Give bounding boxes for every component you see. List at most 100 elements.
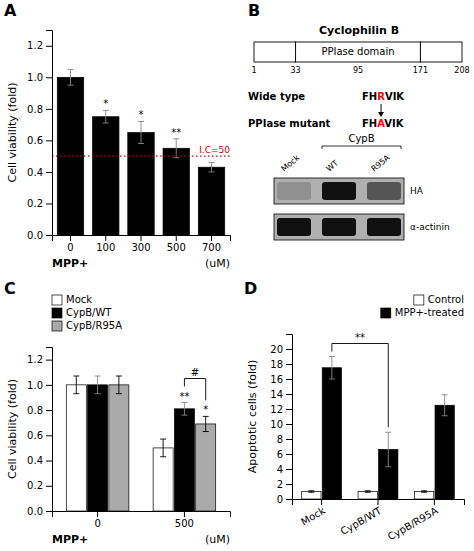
blot-band xyxy=(322,218,356,236)
bracket xyxy=(322,146,401,149)
tick: 10 xyxy=(270,419,292,430)
tick-label: 0.4 xyxy=(27,455,43,466)
tick-label: 0 xyxy=(94,518,100,529)
diagram-title: Cyclophilin B xyxy=(319,24,399,37)
tick-mark xyxy=(286,394,292,395)
tick-label: 0.2 xyxy=(27,480,43,491)
tick-label: 10 xyxy=(270,419,283,430)
tick: 500 xyxy=(175,511,194,529)
tick: 0 xyxy=(277,494,292,505)
tick: 12 xyxy=(270,404,292,415)
sequence: FHRVIK xyxy=(362,91,405,102)
error-bar xyxy=(138,121,144,143)
tick: 14 xyxy=(270,389,292,400)
bar xyxy=(66,385,86,511)
legend-swatch xyxy=(52,321,62,331)
bar-panel: 02468101214161820MockCypB/WTCypB/R95A** xyxy=(270,332,464,543)
y-label: Cell viability (fold) xyxy=(6,82,19,182)
blot-band xyxy=(277,218,311,236)
tick: 20 xyxy=(270,344,292,355)
tick-label: 2 xyxy=(277,479,283,490)
position-label: 95 xyxy=(353,66,363,75)
tick-mark xyxy=(46,486,52,487)
tick: 100 xyxy=(96,235,115,253)
error-bar xyxy=(329,357,335,380)
tick-label: 500 xyxy=(167,242,186,253)
tick-label: 300 xyxy=(131,242,150,253)
row-label: Wide type xyxy=(248,91,305,102)
error-bar xyxy=(308,491,314,493)
error-bar xyxy=(73,376,79,394)
legend-item: CypB/WT xyxy=(52,307,112,318)
tick-mark xyxy=(286,469,292,470)
blot-band xyxy=(367,218,401,236)
reference-line xyxy=(52,156,230,157)
tick-mark xyxy=(70,235,71,241)
tick-mark xyxy=(46,410,52,411)
x-axis: 0 500 xyxy=(53,511,231,529)
tick: 8 xyxy=(277,434,292,445)
tick-label: 500 xyxy=(175,518,194,529)
tick-mark xyxy=(286,379,292,380)
tick-mark xyxy=(46,77,52,78)
bar xyxy=(153,448,173,511)
tick-mark xyxy=(286,364,292,365)
tick: 1.2 xyxy=(27,354,52,365)
significance-label: ** xyxy=(179,391,189,402)
axis-line xyxy=(53,512,231,518)
error-bar xyxy=(203,416,209,431)
tick-mark xyxy=(105,235,106,241)
tick: 0 xyxy=(67,235,73,253)
tick: 0.6 xyxy=(27,135,52,146)
tick-label: 6 xyxy=(277,449,283,460)
tick-label: 16 xyxy=(270,374,283,385)
bar xyxy=(414,492,433,500)
significance-label: ** xyxy=(355,332,365,343)
tick: 1.0 xyxy=(27,72,52,83)
tick: 16 xyxy=(270,374,292,385)
reference-label: I.C=50 xyxy=(199,145,230,155)
bar xyxy=(435,405,454,499)
legend-swatch xyxy=(414,295,424,305)
y-axis: 0.00.20.40.60.81.01.2 xyxy=(27,348,52,517)
lane-label: WT xyxy=(325,158,341,173)
position-label: 171 xyxy=(413,66,428,75)
x-label: (uM) xyxy=(205,533,230,546)
bar xyxy=(88,385,108,511)
error-bar xyxy=(95,376,101,394)
tick-mark xyxy=(286,424,292,425)
significance-label: # xyxy=(191,367,199,378)
lane-label: R95A xyxy=(370,153,392,174)
blot-background xyxy=(274,178,404,204)
tick-mark xyxy=(97,511,98,517)
plot-area xyxy=(302,357,455,500)
domain-label: PPIase domain xyxy=(321,46,394,57)
figure: 0.00.20.40.60.81.01.20100300500700****I.… xyxy=(0,0,474,551)
tick: 4 xyxy=(277,464,292,475)
tick-label: 0.4 xyxy=(27,167,43,178)
error-bar xyxy=(160,439,166,457)
tick-mark xyxy=(286,409,292,410)
tick: CypB/R95A xyxy=(386,499,440,542)
tick-label: 18 xyxy=(270,359,283,370)
tick-label: 14 xyxy=(270,389,283,400)
tick-label: 0.8 xyxy=(27,405,43,416)
tick-mark xyxy=(46,203,52,204)
axis-line xyxy=(286,335,293,500)
tick-mark xyxy=(46,461,52,462)
axis-line xyxy=(293,500,465,506)
tick: 0.0 xyxy=(27,230,52,241)
tick-mark xyxy=(211,235,212,241)
residue: VIK xyxy=(385,91,405,102)
error-bar xyxy=(442,395,448,416)
legend-item: CypB/R95A xyxy=(52,320,122,331)
bar xyxy=(196,424,216,511)
tick-label: 0.0 xyxy=(27,506,43,517)
annotations: ** xyxy=(332,332,388,428)
tick-mark xyxy=(286,349,292,350)
sequence: FHAVIK xyxy=(362,118,405,129)
tick: 0.4 xyxy=(27,167,52,178)
tick-label: CypB/R95A xyxy=(386,505,440,543)
tick-label: CypB/WT xyxy=(339,504,385,537)
y-axis: 0 2 4 6 8 10 12 14 16 18 20 xyxy=(270,335,292,505)
